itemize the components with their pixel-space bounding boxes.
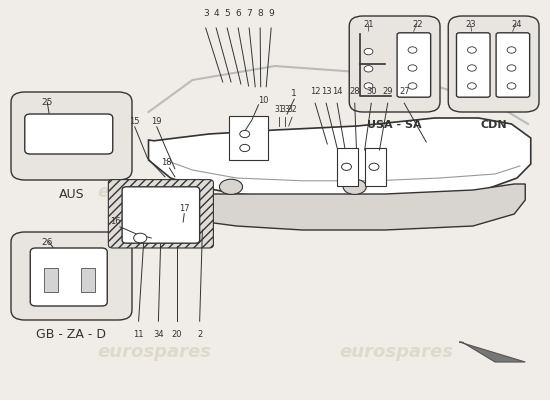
Text: 25: 25 <box>41 98 52 107</box>
Text: 11: 11 <box>133 330 144 339</box>
Circle shape <box>342 163 351 170</box>
Circle shape <box>364 48 373 55</box>
Text: GB - ZA - D: GB - ZA - D <box>36 328 107 341</box>
Text: 10: 10 <box>258 96 269 105</box>
Text: 16: 16 <box>110 217 121 226</box>
Circle shape <box>240 130 250 138</box>
Bar <box>365 148 386 186</box>
Circle shape <box>364 83 373 89</box>
Circle shape <box>240 144 250 152</box>
Text: 27: 27 <box>399 87 410 96</box>
Polygon shape <box>160 184 525 230</box>
Text: 33: 33 <box>280 105 290 114</box>
Text: eurospares: eurospares <box>339 343 453 361</box>
Text: 32: 32 <box>287 105 297 114</box>
Text: 24: 24 <box>512 20 522 29</box>
Bar <box>81 268 95 292</box>
FancyBboxPatch shape <box>11 92 132 180</box>
Text: 30: 30 <box>366 87 377 96</box>
Bar <box>229 116 268 160</box>
FancyBboxPatch shape <box>448 16 539 112</box>
Text: 28: 28 <box>349 87 360 96</box>
Bar <box>44 268 58 292</box>
FancyBboxPatch shape <box>349 16 440 112</box>
Circle shape <box>468 65 476 71</box>
Text: eurospares: eurospares <box>339 183 453 201</box>
Text: 29: 29 <box>382 87 393 96</box>
FancyBboxPatch shape <box>397 33 431 97</box>
Circle shape <box>408 65 417 71</box>
Circle shape <box>408 47 417 53</box>
Polygon shape <box>148 118 531 198</box>
Circle shape <box>507 83 516 89</box>
Text: 4: 4 <box>213 9 219 18</box>
Text: 21: 21 <box>363 20 374 29</box>
Text: 18: 18 <box>161 158 172 167</box>
FancyBboxPatch shape <box>25 114 113 154</box>
Text: 7: 7 <box>246 9 252 18</box>
Text: eurospares: eurospares <box>97 343 211 361</box>
FancyBboxPatch shape <box>11 232 132 320</box>
Circle shape <box>507 65 516 71</box>
Text: 15: 15 <box>129 117 140 126</box>
Text: 23: 23 <box>465 20 476 29</box>
Circle shape <box>507 47 516 53</box>
Text: 31: 31 <box>274 105 284 114</box>
Circle shape <box>369 163 379 170</box>
Polygon shape <box>459 342 525 362</box>
Text: 14: 14 <box>332 87 343 96</box>
Text: 6: 6 <box>235 9 241 18</box>
Text: 13: 13 <box>321 87 332 96</box>
FancyBboxPatch shape <box>456 33 490 97</box>
Text: CDN: CDN <box>480 120 507 130</box>
Ellipse shape <box>219 179 243 194</box>
FancyBboxPatch shape <box>122 187 200 243</box>
Circle shape <box>408 83 417 89</box>
Text: 19: 19 <box>151 117 162 126</box>
FancyBboxPatch shape <box>30 248 107 306</box>
Text: 3: 3 <box>203 9 208 18</box>
FancyBboxPatch shape <box>108 180 213 248</box>
Text: 1: 1 <box>292 89 297 98</box>
Circle shape <box>468 83 476 89</box>
Text: 34: 34 <box>153 330 164 339</box>
Circle shape <box>134 233 147 243</box>
Text: AUS: AUS <box>59 188 84 201</box>
FancyBboxPatch shape <box>496 33 530 97</box>
Bar <box>337 148 358 186</box>
Text: 5: 5 <box>224 9 230 18</box>
Text: 20: 20 <box>172 330 183 339</box>
Text: USA - SA: USA - SA <box>367 120 422 130</box>
Circle shape <box>468 47 476 53</box>
Text: 9: 9 <box>268 9 274 18</box>
Text: 17: 17 <box>179 204 190 213</box>
Circle shape <box>364 66 373 72</box>
Text: 2: 2 <box>197 330 202 339</box>
Text: 8: 8 <box>257 9 263 18</box>
Ellipse shape <box>343 179 366 194</box>
Text: 22: 22 <box>412 20 424 29</box>
Text: 12: 12 <box>310 87 321 96</box>
Text: eurospares: eurospares <box>97 183 211 201</box>
Text: 26: 26 <box>41 238 52 247</box>
